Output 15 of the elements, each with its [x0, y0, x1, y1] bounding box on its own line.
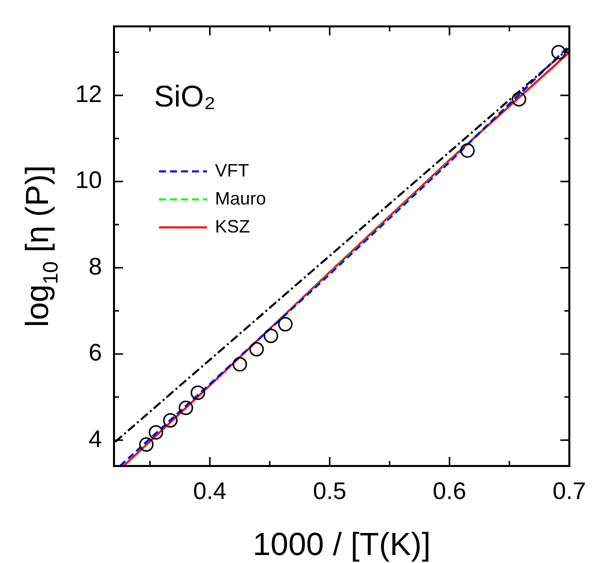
- y-axis-title: log10 [η (P)]: [19, 165, 63, 328]
- y-tick-label: 4: [88, 426, 102, 453]
- y-tick-label: 10: [75, 167, 102, 194]
- legend-label: Mauro: [215, 188, 266, 208]
- x-tick-label: 0.4: [193, 478, 227, 506]
- y-tick-label: 12: [75, 80, 102, 108]
- x-tick-label: 0.7: [552, 478, 586, 506]
- x-tick-label: 0.5: [312, 478, 346, 506]
- y-tick-label: 6: [88, 340, 102, 367]
- legend-label: VFT: [215, 160, 249, 180]
- y-tick-label: 8: [88, 253, 102, 280]
- x-tick-label: 0.6: [432, 478, 466, 506]
- text: SiO₂: [154, 80, 216, 114]
- x-axis-title: 1000 / [T(K)]: [252, 526, 431, 562]
- legend-label: KSZ: [215, 216, 250, 236]
